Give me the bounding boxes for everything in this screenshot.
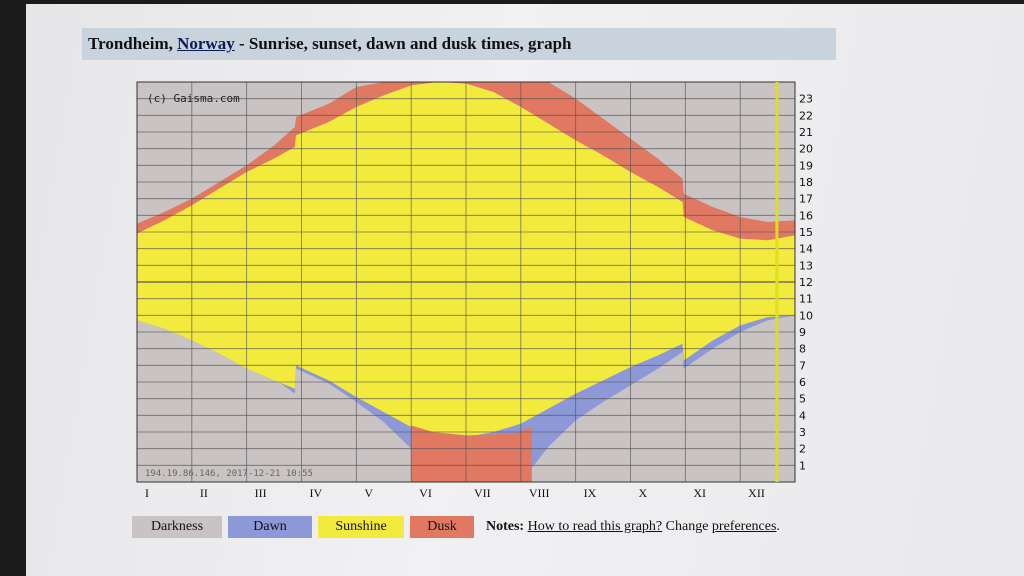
y-tick-label: 1 xyxy=(799,459,806,472)
y-tick-label: 22 xyxy=(799,109,813,122)
legend-dawn: Dawn xyxy=(228,516,312,538)
y-tick-label: 21 xyxy=(799,126,813,139)
midsummer-dusk-area xyxy=(411,425,532,482)
y-tick-label: 15 xyxy=(799,226,813,239)
y-tick-label: 23 xyxy=(799,93,813,106)
month-label: IX xyxy=(584,486,597,500)
y-tick-label: 2 xyxy=(799,443,806,456)
notes: Notes: How to read this graph? Change pr… xyxy=(486,519,780,535)
notes-end: . xyxy=(776,519,780,534)
title-separator: , xyxy=(168,34,173,53)
y-tick-label: 13 xyxy=(799,259,813,272)
y-tick-label: 10 xyxy=(799,309,813,322)
y-tick-label: 18 xyxy=(799,176,813,189)
timestamp-text: 194.19.86.146, 2017-12-21 10:55 xyxy=(145,469,313,479)
y-tick-label: 20 xyxy=(799,143,813,156)
chart-border xyxy=(136,81,796,483)
city-name: Trondheim xyxy=(88,34,169,53)
month-label: V xyxy=(364,486,373,500)
y-tick-label: 4 xyxy=(799,409,806,422)
y-tick-label: 11 xyxy=(799,293,813,306)
legend-darkness-label: Darkness xyxy=(150,519,204,534)
month-label: VI xyxy=(419,486,432,500)
month-label: VIII xyxy=(529,486,550,500)
y-tick-label: 3 xyxy=(799,426,806,439)
legend-dusk: Dusk xyxy=(410,516,474,538)
y-tick-label: 6 xyxy=(799,376,806,389)
y-tick-label: 9 xyxy=(799,326,806,339)
y-tick-label: 7 xyxy=(799,359,806,372)
y-tick-label: 8 xyxy=(799,343,806,356)
month-label: II xyxy=(200,486,208,500)
y-tick-label: 14 xyxy=(799,243,813,256)
legend-sunshine: Sunshine xyxy=(318,516,404,538)
y-tick-label: 16 xyxy=(799,209,813,222)
notes-label: Notes: xyxy=(486,519,525,534)
month-label: XI xyxy=(693,486,706,500)
y-tick-label: 19 xyxy=(799,159,813,172)
legend-dusk-label: Dusk xyxy=(427,519,457,534)
copyright-text: (c) Gaisma.com xyxy=(147,92,240,105)
preferences-link[interactable]: preferences xyxy=(711,519,777,534)
month-label: III xyxy=(255,486,267,500)
y-tick-label: 5 xyxy=(799,393,806,406)
legend-dawn-label: Dawn xyxy=(253,519,287,534)
title-rest: - Sunrise, sunset, dawn and dusk times, … xyxy=(238,34,572,53)
month-label: I xyxy=(145,486,149,500)
month-label: VII xyxy=(474,486,491,500)
month-label: XII xyxy=(748,486,765,500)
month-label: IV xyxy=(310,486,323,500)
y-tick-label: 17 xyxy=(799,193,813,206)
y-tick-label: 12 xyxy=(799,276,813,289)
country-link[interactable]: Norway xyxy=(177,34,235,53)
how-to-read-link[interactable]: How to read this graph? xyxy=(527,519,663,534)
legend: Darkness Dawn Sunshine Dusk Notes: How t… xyxy=(132,516,780,538)
notes-text: Change xyxy=(665,519,709,534)
page-title: Trondheim, Norway - Sunrise, sunset, daw… xyxy=(82,28,836,60)
legend-darkness: Darkness xyxy=(132,516,222,538)
legend-sunshine-label: Sunshine xyxy=(335,519,387,534)
month-label: X xyxy=(639,486,648,500)
